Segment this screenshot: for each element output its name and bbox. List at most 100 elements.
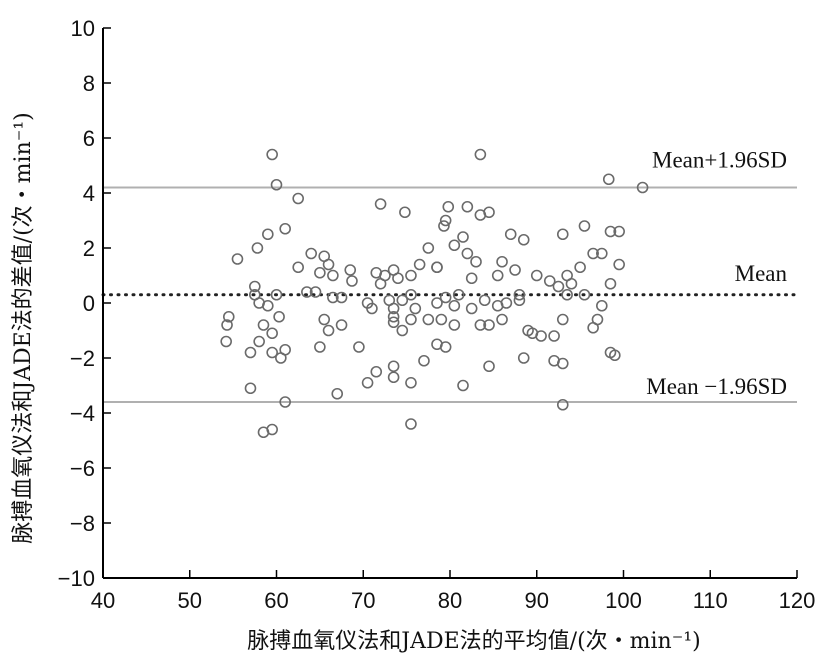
data-point	[578, 288, 591, 301]
data-point	[327, 269, 339, 282]
data-point	[244, 382, 257, 395]
data-point	[465, 302, 478, 315]
data-point	[431, 297, 443, 309]
data-point	[461, 200, 474, 213]
data-point	[439, 214, 452, 227]
data-point	[483, 319, 495, 331]
data-point	[314, 341, 326, 353]
data-point	[292, 192, 304, 205]
data-point	[275, 352, 287, 364]
data-point	[565, 277, 578, 290]
y-tick-label: −6	[70, 456, 95, 481]
data-point	[273, 310, 285, 323]
y-tick-label: 8	[83, 71, 95, 96]
data-point	[396, 294, 409, 307]
data-point	[392, 272, 404, 285]
data-point	[587, 247, 599, 260]
data-point	[305, 247, 318, 260]
data-point	[366, 302, 378, 315]
data-point	[279, 396, 291, 408]
x-tick-label: 40	[91, 588, 115, 613]
x-tick-label: 90	[525, 588, 549, 613]
data-point	[335, 319, 348, 331]
data-points	[220, 148, 649, 439]
data-point	[491, 269, 504, 282]
data-point	[461, 247, 474, 260]
data-point	[399, 206, 411, 219]
data-point	[448, 299, 461, 312]
data-point	[257, 319, 270, 331]
data-point	[604, 225, 617, 238]
data-point	[396, 324, 409, 337]
y-tick-label: −2	[70, 346, 95, 371]
data-point	[530, 269, 543, 282]
y-tick-label: 4	[83, 181, 95, 206]
data-point	[331, 387, 344, 400]
data-point	[543, 275, 556, 287]
data-point	[574, 261, 586, 274]
data-point	[309, 286, 322, 298]
data-point	[221, 319, 233, 331]
reference-line-labels: Mean+1.96SD Mean Mean −1.96SD	[646, 148, 787, 400]
data-point	[636, 181, 649, 194]
data-point	[457, 379, 469, 392]
data-point	[500, 297, 513, 309]
data-point	[496, 255, 508, 268]
data-point	[422, 242, 435, 254]
data-point	[556, 228, 569, 241]
data-point	[370, 365, 383, 378]
x-tick-label: 80	[438, 588, 462, 613]
data-point	[270, 178, 283, 191]
y-axis-title: 脉搏血氧仪法和JADE法的差值/(次・min⁻¹)	[11, 112, 36, 543]
data-point	[222, 310, 235, 323]
data-point	[374, 277, 387, 290]
data-point	[335, 291, 348, 304]
data-point	[422, 313, 435, 326]
data-point	[418, 354, 430, 367]
data-point	[465, 272, 478, 285]
data-point	[387, 302, 400, 315]
data-point	[405, 313, 417, 326]
data-point	[344, 264, 357, 276]
reference-line-label: Mean −1.96SD	[646, 374, 787, 399]
x-tick-label: 60	[264, 588, 288, 613]
data-point	[609, 349, 621, 362]
data-point	[435, 313, 448, 326]
data-point	[474, 148, 487, 161]
data-point	[353, 341, 365, 353]
data-point	[346, 275, 358, 287]
data-point	[517, 352, 530, 364]
data-point	[483, 360, 495, 373]
data-point	[292, 261, 304, 274]
data-point	[270, 288, 283, 301]
data-point	[387, 310, 400, 323]
reference-line-label: Mean+1.96SD	[652, 148, 787, 173]
data-point	[266, 327, 278, 340]
data-point	[431, 261, 443, 274]
data-point	[262, 299, 274, 312]
data-point	[249, 280, 261, 293]
data-point	[387, 360, 400, 373]
data-point	[405, 288, 417, 301]
data-point	[517, 233, 530, 246]
data-point	[327, 291, 339, 304]
data-point	[452, 288, 465, 301]
data-point	[231, 253, 244, 265]
x-tick-label: 120	[779, 588, 816, 613]
axes	[102, 27, 798, 579]
data-point	[602, 173, 615, 186]
data-point	[513, 294, 526, 307]
y-tick-label: −10	[58, 566, 95, 591]
data-point	[613, 258, 625, 271]
data-point	[405, 376, 417, 389]
data-point	[496, 313, 508, 326]
data-point	[548, 330, 560, 342]
data-point	[361, 376, 374, 389]
y-tick-label: −8	[70, 511, 95, 536]
data-point	[448, 319, 461, 331]
x-tick-label: 70	[351, 588, 375, 613]
data-point	[556, 398, 569, 411]
data-point	[535, 330, 547, 342]
y-tick-label: 6	[83, 126, 95, 151]
